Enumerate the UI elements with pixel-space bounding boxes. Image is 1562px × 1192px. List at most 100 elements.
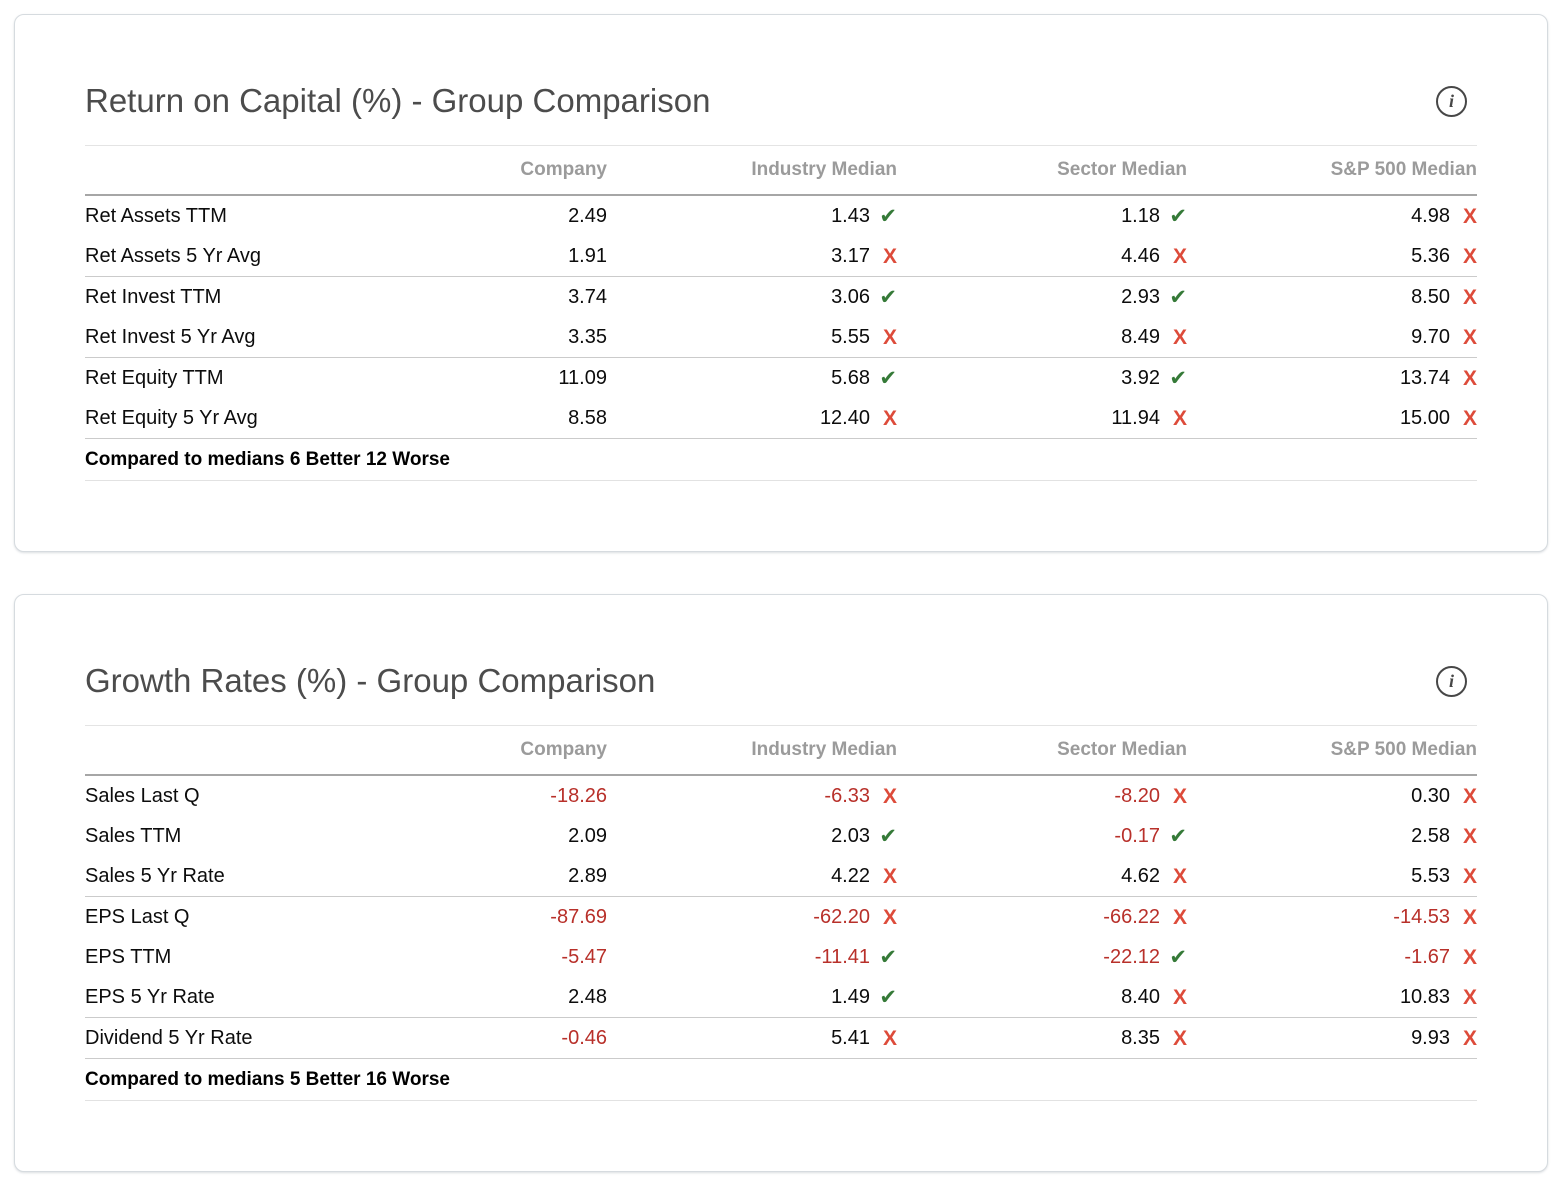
value-text: 13.74 — [1399, 366, 1450, 389]
cross-icon: X — [1462, 285, 1477, 309]
cell-company: -5.47 — [407, 946, 607, 969]
cross-icon: X — [1462, 204, 1477, 228]
value-text: -6.33 — [824, 784, 870, 807]
cell-sp500-median: 5.53 X — [1187, 865, 1477, 888]
cross-icon: X — [1462, 945, 1477, 969]
value-text: 1.43 — [831, 204, 870, 227]
value-text: 4.98 — [1411, 204, 1450, 227]
cell-industry-median: 1.43 ✔ — [607, 205, 897, 228]
check-icon: ✔ — [1169, 366, 1187, 390]
cell-industry-median: 2.03 ✔ — [607, 825, 897, 848]
cell-industry-median: 3.17 X — [607, 245, 897, 268]
cell-company: 2.49 — [407, 205, 607, 228]
comparison-table: Company Industry Median Sector Median S&… — [85, 726, 1477, 1101]
col-header-company: Company — [520, 739, 607, 760]
cross-icon: X — [1172, 325, 1187, 349]
value-text: 5.53 — [1411, 864, 1450, 887]
cell-company: 3.35 — [407, 326, 607, 349]
cell-industry-median: 5.41 X — [607, 1027, 897, 1050]
cell-industry-median: -11.41 ✔ — [607, 946, 897, 969]
col-header-sector-median: Sector Median — [1057, 159, 1187, 180]
cell-sector-median: 11.94 X — [897, 407, 1187, 430]
row-label: Sales Last Q — [85, 784, 200, 807]
value-text: 8.50 — [1411, 285, 1450, 308]
cell-sector-median: 8.49 X — [897, 326, 1187, 349]
cross-icon: X — [1462, 244, 1477, 268]
table-row: Ret Equity TTM 11.09 5.68 ✔ 3.92 ✔ 13.74 X — [85, 357, 1477, 398]
cell-sector-median: 8.35 X — [897, 1027, 1187, 1050]
cell-sp500-median: 13.74 X — [1187, 367, 1477, 390]
info-icon[interactable]: i — [1436, 665, 1467, 697]
cell-industry-median: 12.40 X — [607, 407, 897, 430]
card-return-on-capital: Return on Capital (%) - Group Comparison… — [14, 14, 1548, 552]
cell-sp500-median: 4.98 X — [1187, 205, 1477, 228]
value-text: 4.46 — [1121, 244, 1160, 267]
value-text: 8.35 — [1121, 1026, 1160, 1049]
value-text: 2.93 — [1121, 285, 1160, 308]
table-row: Ret Invest 5 Yr Avg 3.35 5.55 X 8.49 X 9.70 X — [85, 317, 1477, 357]
col-header-company: Company — [520, 159, 607, 180]
page-title: Return on Capital (%) - Group Comparison — [85, 82, 711, 119]
value-text: -66.22 — [1103, 905, 1160, 928]
value-text: 8.58 — [568, 406, 607, 429]
value-text: 8.40 — [1121, 985, 1160, 1008]
row-label: Ret Assets TTM — [85, 204, 227, 227]
cell-company: 8.58 — [407, 407, 607, 430]
value-text: 5.68 — [831, 366, 870, 389]
cell-company: -87.69 — [407, 906, 607, 929]
cell-company: 2.89 — [407, 865, 607, 888]
cell-company: 3.74 — [407, 286, 607, 309]
cell-sector-median: 2.93 ✔ — [897, 286, 1187, 309]
cell-sp500-median: 9.93 X — [1187, 1027, 1477, 1050]
table-row: EPS 5 Yr Rate 2.48 1.49 ✔ 8.40 X 10.83 X — [85, 977, 1477, 1017]
value-text: 5.55 — [831, 325, 870, 348]
cell-industry-median: -6.33 X — [607, 785, 897, 808]
check-icon: ✔ — [879, 285, 897, 309]
cell-sp500-median: 10.83 X — [1187, 986, 1477, 1009]
cell-sp500-median: 0.30 X — [1187, 785, 1477, 808]
table-row: Ret Equity 5 Yr Avg 8.58 12.40 X 11.94 X 15.00… — [85, 398, 1477, 438]
cross-icon: X — [1462, 905, 1477, 929]
info-icon[interactable]: i — [1436, 85, 1467, 117]
table-header-row: Company Industry Median Sector Median S&… — [85, 726, 1477, 776]
value-text: 2.49 — [568, 204, 607, 227]
value-text: 3.06 — [831, 285, 870, 308]
cross-icon: X — [1462, 985, 1477, 1009]
value-text: 4.22 — [831, 864, 870, 887]
value-text: 1.18 — [1121, 204, 1160, 227]
table-row: EPS TTM -5.47 -11.41 ✔ -22.12 ✔ -1.67 X — [85, 937, 1477, 977]
table-header-row: Company Industry Median Sector Median S&… — [85, 146, 1477, 196]
check-icon: ✔ — [879, 824, 897, 848]
table-row: Dividend 5 Yr Rate -0.46 5.41 X 8.35 X 9.93 X — [85, 1017, 1477, 1058]
table-row: EPS Last Q -87.69 -62.20 X -66.22 X -14.53 X — [85, 896, 1477, 937]
value-text: -18.26 — [550, 784, 607, 807]
cell-sector-median: -66.22 X — [897, 906, 1187, 929]
table-row: Sales Last Q -18.26 -6.33 X -8.20 X 0.30 X — [85, 776, 1477, 816]
value-text: -1.67 — [1404, 945, 1450, 968]
value-text: 5.41 — [831, 1026, 870, 1049]
value-text: -87.69 — [550, 905, 607, 928]
table-body: Ret Assets TTM 2.49 1.43 ✔ 1.18 ✔ 4.98 X Ret Ass… — [85, 196, 1477, 438]
cell-company: 1.91 — [407, 245, 607, 268]
value-text: 2.89 — [568, 864, 607, 887]
check-icon: ✔ — [1169, 945, 1187, 969]
value-text: 12.40 — [819, 406, 870, 429]
cell-sector-median: 8.40 X — [897, 986, 1187, 1009]
cell-industry-median: 4.22 X — [607, 865, 897, 888]
value-text: 1.91 — [568, 244, 607, 267]
row-label: Ret Assets 5 Yr Avg — [85, 244, 262, 267]
page-title: Growth Rates (%) - Group Comparison — [85, 662, 656, 699]
value-text: 11.09 — [558, 366, 607, 389]
cross-icon: X — [1462, 1026, 1477, 1050]
table-row: Sales TTM 2.09 2.03 ✔ -0.17 ✔ 2.58 X — [85, 816, 1477, 856]
cell-sp500-median: 15.00 X — [1187, 407, 1477, 430]
cross-icon: X — [882, 905, 897, 929]
cross-icon: X — [1172, 244, 1187, 268]
row-label: EPS TTM — [85, 945, 172, 968]
value-text: 9.93 — [1411, 1026, 1450, 1049]
row-label: EPS Last Q — [85, 905, 190, 928]
table-row: Ret Invest TTM 3.74 3.06 ✔ 2.93 ✔ 8.50 X — [85, 276, 1477, 317]
cross-icon: X — [1462, 325, 1477, 349]
value-text: -14.53 — [1393, 905, 1450, 928]
